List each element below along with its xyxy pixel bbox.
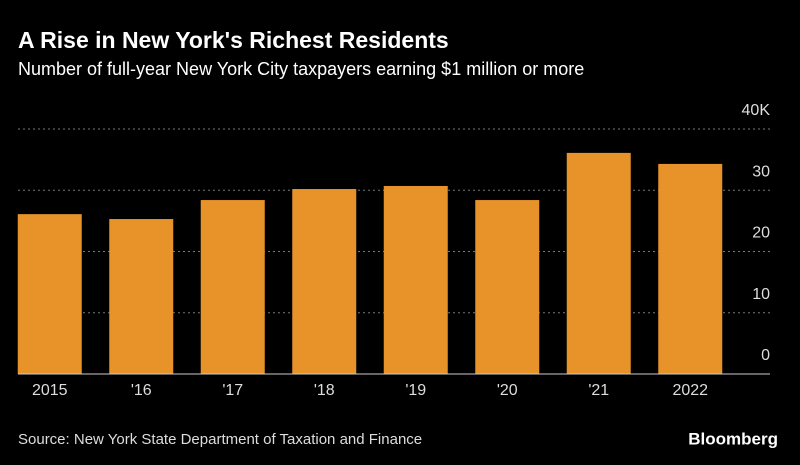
bar [292, 189, 357, 374]
x-tick-label: '18 [314, 382, 335, 399]
bar [383, 185, 448, 374]
y-tick-label: 20 [752, 225, 770, 242]
y-tick-label: 0 [761, 347, 770, 364]
bar [566, 152, 631, 374]
chart-subtitle: Number of full-year New York City taxpay… [18, 59, 584, 79]
bar [109, 219, 174, 374]
bar [17, 214, 82, 374]
x-tick-label: '19 [405, 382, 426, 399]
x-tick-label: '20 [497, 382, 518, 399]
x-tick-label: '17 [222, 382, 243, 399]
bar [475, 200, 540, 374]
x-tick-label: 2015 [32, 382, 68, 399]
y-tick-label: 10 [752, 286, 770, 303]
x-tick-label: 2022 [672, 382, 708, 399]
bar [658, 163, 723, 374]
bar [200, 200, 265, 374]
y-tick-label: 30 [752, 163, 770, 180]
chart-title: A Rise in New York's Richest Residents [18, 27, 449, 53]
x-tick-label: '16 [131, 382, 152, 399]
source: Source: New York State Department of Tax… [18, 431, 422, 448]
brand: Bloomberg [688, 429, 778, 448]
x-tick-label: '21 [588, 382, 609, 399]
y-tick-label: 40K [742, 102, 771, 119]
